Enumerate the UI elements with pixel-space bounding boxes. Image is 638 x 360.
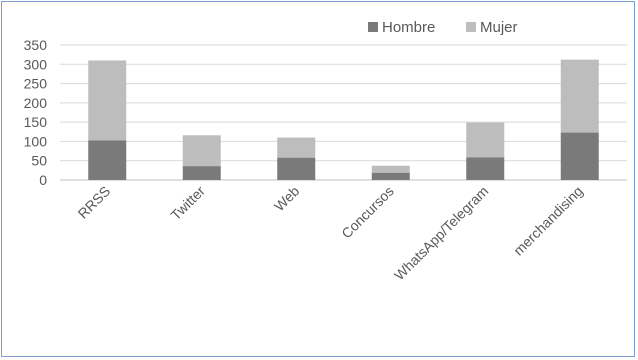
legend-swatch-hombre — [368, 22, 378, 32]
bar-hombre-web — [277, 157, 316, 180]
x-category-label: merchandising — [510, 183, 586, 259]
x-axis: RRSS Twitter Web ConcursosWhatsApp/Telegram… — [75, 183, 586, 284]
x-category-label: Twitter — [167, 183, 208, 224]
x-category-label: Concursos — [338, 183, 397, 242]
legend: Hombre Mujer — [368, 19, 518, 36]
y-tick-label: 300 — [24, 56, 48, 72]
y-tick-label: 0 — [39, 172, 47, 188]
x-category-label: WhatsApp/Telegram — [391, 183, 491, 283]
bar-hombre-merchandising — [560, 132, 599, 180]
y-tick-label: 200 — [24, 95, 48, 111]
legend-swatch-mujer — [466, 22, 476, 32]
y-tick-label: 50 — [31, 153, 47, 169]
bar-mujer-rrss — [88, 60, 127, 141]
bar-hombre-concursos — [371, 172, 410, 180]
bars — [88, 59, 599, 180]
gridlines — [60, 44, 627, 181]
y-tick-label: 150 — [24, 114, 48, 130]
x-category-label: Web — [271, 183, 303, 215]
y-tick-label: 100 — [24, 133, 48, 149]
bar-hombre-rrss — [88, 140, 127, 180]
bar-mujer-concursos — [371, 165, 410, 173]
y-tick-label: 350 — [24, 37, 48, 53]
legend-label-mujer: Mujer — [480, 19, 518, 36]
x-category-label: RRSS — [75, 183, 114, 222]
y-tick-label: 250 — [24, 76, 48, 92]
legend-label-hombre: Hombre — [382, 19, 435, 36]
bar-mujer-merchandising — [560, 59, 599, 133]
bar-hombre-twitter — [182, 166, 221, 180]
bar-mujer-web — [277, 137, 316, 158]
bar-hombre-whatsapp-telegram — [466, 157, 505, 180]
bar-mujer-whatsapp-telegram — [466, 122, 505, 158]
bar-mujer-twitter — [182, 135, 221, 167]
y-axis: 0 50 100 150 200 250 300 350 — [24, 37, 48, 188]
